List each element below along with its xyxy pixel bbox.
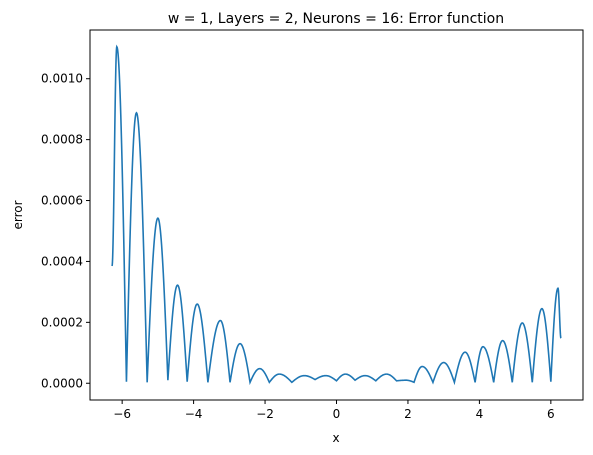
y-tick-label: 0.0010 [41,72,83,86]
y-tick-label: 0.0002 [41,315,83,329]
x-tick-label: 6 [547,407,555,421]
y-tick-label: 0.0000 [41,376,83,390]
y-tick-label: 0.0008 [41,133,83,147]
x-tick-label: −4 [185,407,203,421]
y-tick-label: 0.0004 [41,254,83,268]
y-axis-label: error [11,200,25,229]
y-axis-ticks: 0.0000 0.0002 0.0004 0.0006 0.0008 0.0010 [41,72,90,390]
y-tick-label: 0.0006 [41,194,83,208]
x-tick-label: −6 [113,407,131,421]
chart-title: w = 1, Layers = 2, Neurons = 16: Error f… [168,11,504,27]
x-axis-label: x [332,431,339,445]
plot-frame [89,29,584,401]
x-axis-ticks: −6 −4 −2 0 2 4 6 [113,400,555,421]
x-tick-label: 4 [476,407,484,421]
error-series-line [111,44,562,386]
x-tick-label: −2 [256,407,274,421]
x-tick-label: 0 [333,407,341,421]
x-tick-label: 2 [404,407,412,421]
